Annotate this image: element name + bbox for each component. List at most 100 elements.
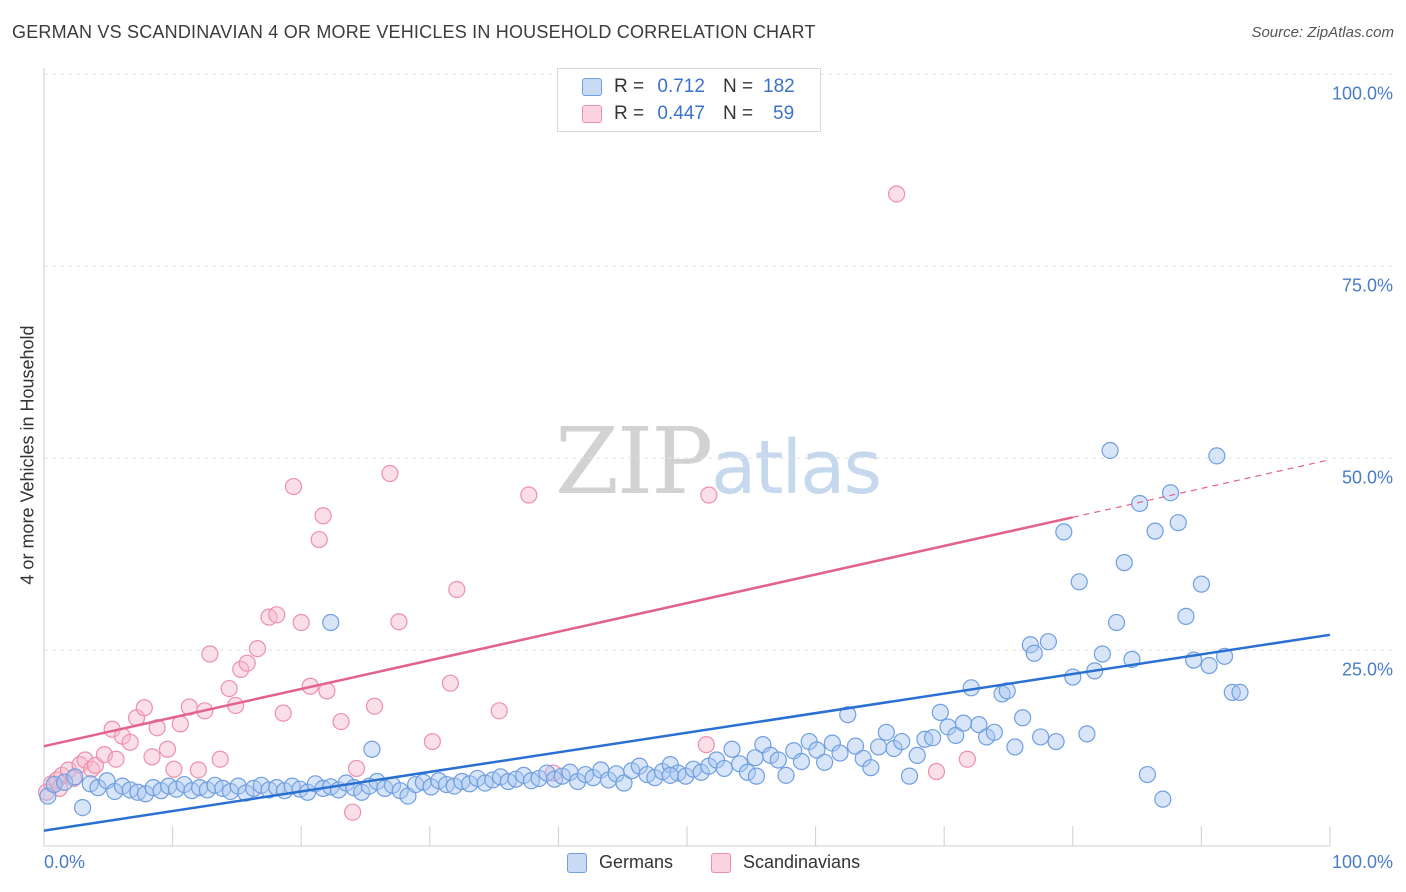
legend-r-value: 0.712 [657, 76, 705, 97]
germans-point [723, 740, 741, 758]
grid [44, 73, 1394, 651]
watermark: ZIPatlas [555, 408, 882, 515]
germans-point [66, 768, 84, 786]
scandinavians-point [135, 699, 153, 717]
germans-point [89, 779, 107, 797]
scandinavians-point [697, 736, 715, 754]
legend-n-value: 182 [763, 76, 795, 97]
chart-title: GERMAN VS SCANDINAVIAN 4 OR MORE VEHICLE… [12, 22, 816, 42]
germans-point [1177, 607, 1195, 625]
germans-point [1231, 683, 1249, 702]
scandinavians-point [292, 613, 310, 632]
y-tick-label: 50.0% [1341, 467, 1393, 488]
scandinavians-point [201, 645, 219, 663]
x-tick-label-max: 100.0% [1331, 852, 1393, 872]
germans-point [870, 738, 888, 756]
germans-point [1169, 514, 1187, 532]
scandinavians-point [381, 464, 399, 483]
germans-point [430, 772, 448, 790]
axes [43, 68, 1331, 847]
scandinavians-point [344, 803, 362, 821]
bottom-legend: Germans Scandinavians [0, 852, 1406, 878]
germans-point [1161, 484, 1180, 502]
scandinavians-point [314, 507, 332, 525]
scandinavians-point [958, 750, 976, 768]
germans-point [1014, 709, 1032, 727]
germans-point [947, 726, 965, 745]
germans-point [1208, 447, 1226, 465]
germans-point [1064, 668, 1082, 686]
germans-point [1192, 575, 1211, 593]
scandinavians-point [390, 613, 408, 631]
scandinavians-point [700, 486, 718, 504]
scandinavians-point [332, 712, 350, 731]
scandinavians-point [520, 486, 538, 504]
scandinavians-point [189, 761, 207, 779]
trend-lines [43, 459, 1331, 832]
y-tick-label: 25.0% [1341, 659, 1393, 680]
scandinavians-trend-extension [1072, 459, 1331, 518]
germans-point [55, 773, 74, 791]
germans-point [1025, 644, 1043, 662]
scandinavians-point [220, 679, 238, 698]
scandinavians-point [274, 704, 292, 722]
germans-point [970, 716, 988, 734]
scandinavians-point [211, 750, 229, 768]
germans-point [831, 744, 849, 762]
scandinavians-point [365, 697, 384, 715]
watermark-atlas: atlas [711, 425, 882, 511]
germans-point [81, 775, 99, 793]
germans-point [1006, 738, 1024, 756]
germans-point [900, 767, 919, 785]
germans-point [808, 741, 826, 759]
scandinavians-point [888, 185, 906, 203]
series-scandinavians [37, 185, 976, 821]
scandinavians-point [347, 759, 366, 778]
germans-point [777, 766, 795, 784]
germans-point [1101, 441, 1119, 460]
chart-source: Source: ZipAtlas.com [1251, 24, 1394, 41]
germans-point [792, 752, 811, 771]
bottom-legend-scandinavians: Scandinavians [711, 852, 860, 873]
watermark-zip: ZIP [555, 408, 713, 515]
legend-n-label: N = [722, 103, 754, 124]
germans-point [1047, 732, 1065, 751]
bottom-legend-label-scandinavians: Scandinavians [743, 852, 861, 872]
germans-point [1131, 494, 1149, 513]
germans-point [1115, 554, 1133, 572]
germans-point [45, 775, 63, 794]
germans-point [1039, 633, 1057, 651]
germans-point [931, 703, 949, 721]
legend-row-scandinavians: R = 0.447 N = 59 [582, 102, 794, 126]
germans-point [877, 723, 895, 741]
y-axis-label: 4 or more Vehicles in Household [17, 325, 38, 585]
bottom-legend-swatch-scandinavians [711, 852, 731, 873]
germans-point [954, 714, 973, 732]
germans-point [553, 767, 571, 785]
bottom-legend-swatch-germans [567, 852, 587, 873]
bottom-legend-label-germans: Germans [599, 852, 674, 872]
scandinavians-point [158, 740, 177, 758]
germans-point [615, 774, 633, 792]
germans-point [661, 766, 679, 784]
germans-trend-line [43, 633, 1331, 832]
bottom-legend-germans: Germans [567, 852, 673, 873]
scandinavians-point [284, 477, 303, 496]
scandinavians-point [448, 580, 466, 599]
germans-point [1146, 522, 1164, 540]
germans-point [985, 723, 1003, 741]
scandinavians-point [927, 762, 946, 781]
germans-point [1021, 636, 1039, 654]
germans-point [1154, 790, 1172, 808]
legend-n-label: N = [722, 76, 754, 97]
scandinavians-point [490, 702, 508, 720]
scandinavians-point [143, 748, 161, 766]
germans-point [363, 740, 381, 758]
legend-n-value: 59 [773, 103, 795, 124]
scandinavians-point [232, 660, 250, 678]
legend-r-value: 0.447 [657, 103, 705, 124]
scandinavians-trend-line [43, 516, 1074, 748]
scandinavians-point [268, 606, 286, 624]
scandinavians-point [165, 760, 183, 778]
